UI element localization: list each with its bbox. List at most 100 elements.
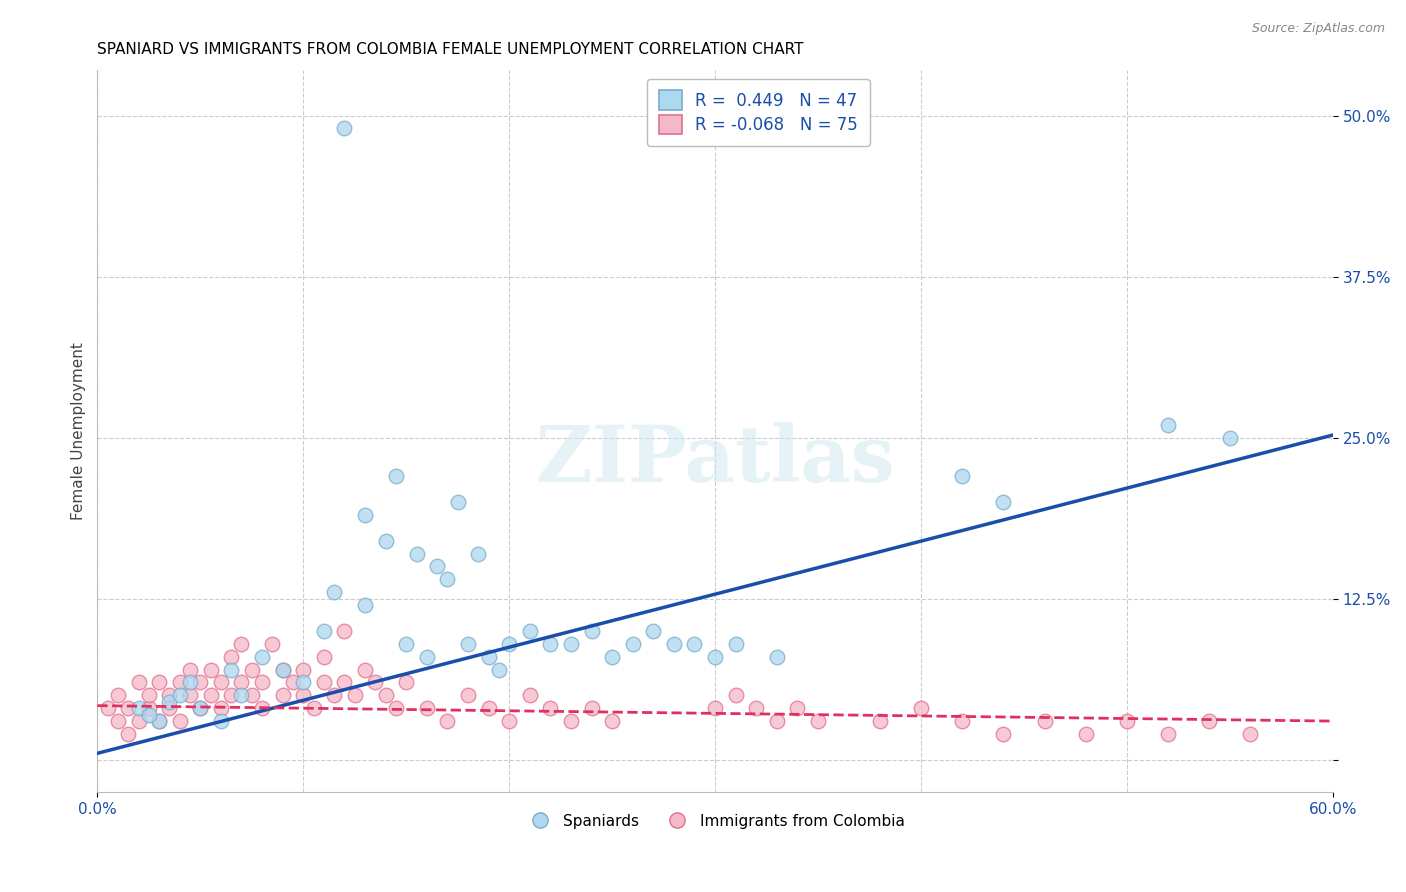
Point bbox=[157, 695, 180, 709]
Point bbox=[538, 701, 561, 715]
Point bbox=[560, 637, 582, 651]
Point bbox=[200, 663, 222, 677]
Point bbox=[1074, 727, 1097, 741]
Point bbox=[138, 689, 160, 703]
Point bbox=[271, 663, 294, 677]
Point bbox=[128, 714, 150, 728]
Point bbox=[188, 675, 211, 690]
Point bbox=[498, 714, 520, 728]
Point bbox=[179, 663, 201, 677]
Point bbox=[157, 701, 180, 715]
Point bbox=[148, 714, 170, 728]
Point bbox=[436, 573, 458, 587]
Point bbox=[333, 121, 356, 136]
Point bbox=[1157, 727, 1180, 741]
Point bbox=[231, 637, 253, 651]
Point bbox=[209, 714, 232, 728]
Point bbox=[333, 624, 356, 638]
Point bbox=[724, 689, 747, 703]
Point bbox=[200, 689, 222, 703]
Point bbox=[209, 701, 232, 715]
Point bbox=[426, 559, 449, 574]
Point bbox=[766, 714, 789, 728]
Point bbox=[292, 689, 315, 703]
Point bbox=[312, 675, 335, 690]
Point bbox=[807, 714, 830, 728]
Point bbox=[323, 689, 346, 703]
Point bbox=[354, 598, 377, 612]
Point bbox=[1033, 714, 1056, 728]
Point bbox=[447, 495, 470, 509]
Point bbox=[169, 714, 191, 728]
Point bbox=[157, 689, 180, 703]
Point bbox=[488, 663, 510, 677]
Point bbox=[498, 637, 520, 651]
Point bbox=[219, 649, 242, 664]
Point bbox=[138, 707, 160, 722]
Point bbox=[148, 714, 170, 728]
Point bbox=[416, 701, 439, 715]
Point bbox=[117, 701, 139, 715]
Point bbox=[292, 675, 315, 690]
Point bbox=[179, 675, 201, 690]
Point bbox=[271, 663, 294, 677]
Point bbox=[643, 624, 665, 638]
Text: Source: ZipAtlas.com: Source: ZipAtlas.com bbox=[1251, 22, 1385, 36]
Point bbox=[250, 675, 273, 690]
Point bbox=[395, 637, 418, 651]
Point bbox=[683, 637, 706, 651]
Point bbox=[333, 675, 356, 690]
Point bbox=[354, 663, 377, 677]
Y-axis label: Female Unemployment: Female Unemployment bbox=[72, 343, 86, 520]
Point bbox=[364, 675, 387, 690]
Point bbox=[250, 701, 273, 715]
Point bbox=[209, 675, 232, 690]
Point bbox=[993, 727, 1015, 741]
Point bbox=[950, 469, 973, 483]
Point bbox=[519, 689, 541, 703]
Point bbox=[281, 675, 304, 690]
Point bbox=[416, 649, 439, 664]
Point bbox=[1219, 431, 1241, 445]
Point bbox=[910, 701, 932, 715]
Point bbox=[436, 714, 458, 728]
Point bbox=[581, 624, 603, 638]
Point bbox=[97, 701, 120, 715]
Point bbox=[385, 701, 408, 715]
Point bbox=[477, 649, 499, 664]
Point bbox=[395, 675, 418, 690]
Point bbox=[117, 727, 139, 741]
Point bbox=[405, 547, 427, 561]
Point bbox=[354, 508, 377, 522]
Point bbox=[302, 701, 325, 715]
Point bbox=[385, 469, 408, 483]
Point bbox=[107, 714, 129, 728]
Point bbox=[240, 663, 263, 677]
Point bbox=[231, 689, 253, 703]
Point bbox=[786, 701, 808, 715]
Point bbox=[724, 637, 747, 651]
Point bbox=[950, 714, 973, 728]
Point bbox=[343, 689, 366, 703]
Point bbox=[292, 663, 315, 677]
Point bbox=[128, 701, 150, 715]
Point bbox=[538, 637, 561, 651]
Point bbox=[704, 649, 727, 664]
Point bbox=[312, 649, 335, 664]
Point bbox=[600, 649, 623, 664]
Point bbox=[188, 701, 211, 715]
Point bbox=[704, 701, 727, 715]
Legend: Spaniards, Immigrants from Colombia: Spaniards, Immigrants from Colombia bbox=[519, 807, 911, 835]
Point bbox=[457, 689, 479, 703]
Point bbox=[869, 714, 891, 728]
Point bbox=[467, 547, 489, 561]
Point bbox=[581, 701, 603, 715]
Point bbox=[600, 714, 623, 728]
Point bbox=[323, 585, 346, 599]
Point bbox=[250, 649, 273, 664]
Point bbox=[179, 689, 201, 703]
Point bbox=[621, 637, 644, 651]
Point bbox=[271, 689, 294, 703]
Point bbox=[1239, 727, 1261, 741]
Point bbox=[128, 675, 150, 690]
